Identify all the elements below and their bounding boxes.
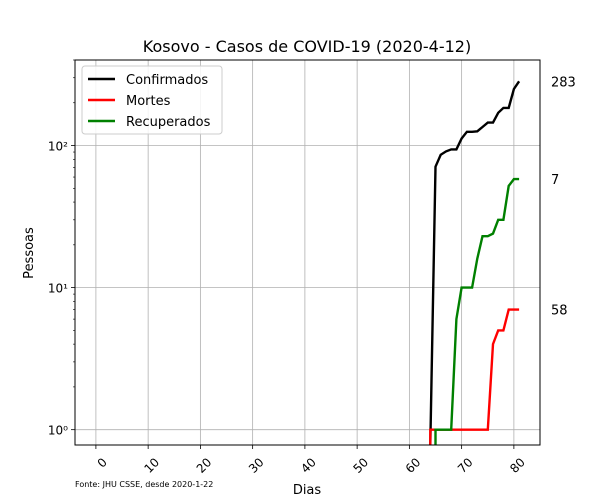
legend-box: [81, 65, 223, 135]
source-footnote: Fonte: JHU CSSE, desde 2020-1-22: [75, 480, 213, 489]
end-label-mortes: 58: [551, 304, 568, 319]
legend-label: Confirmados: [126, 73, 208, 88]
chart-title: Kosovo - Casos de COVID-19 (2020-4-12): [143, 37, 471, 56]
y-tick-label: 10²: [48, 140, 68, 154]
end-label-confirmados: 283: [551, 75, 576, 90]
series-line-recuperados: [434, 177, 520, 445]
plot-frame: [74, 59, 541, 446]
legend-label: Recuperados: [126, 115, 211, 130]
legend-label: Mortes: [126, 94, 171, 109]
x-axis-label: Dias: [293, 483, 322, 498]
series-lines: [429, 80, 521, 446]
end-labels: 283 58 7: [551, 75, 576, 318]
end-label-recuperados: 7: [551, 173, 559, 188]
series-line-confirmados: [429, 80, 521, 446]
y-tick-label: 10⁰: [48, 424, 68, 438]
y-tick-label: 10¹: [48, 282, 68, 296]
y-axis-label: Pessoas: [22, 227, 37, 279]
legend: Confirmados Mortes Recuperados: [81, 65, 223, 135]
